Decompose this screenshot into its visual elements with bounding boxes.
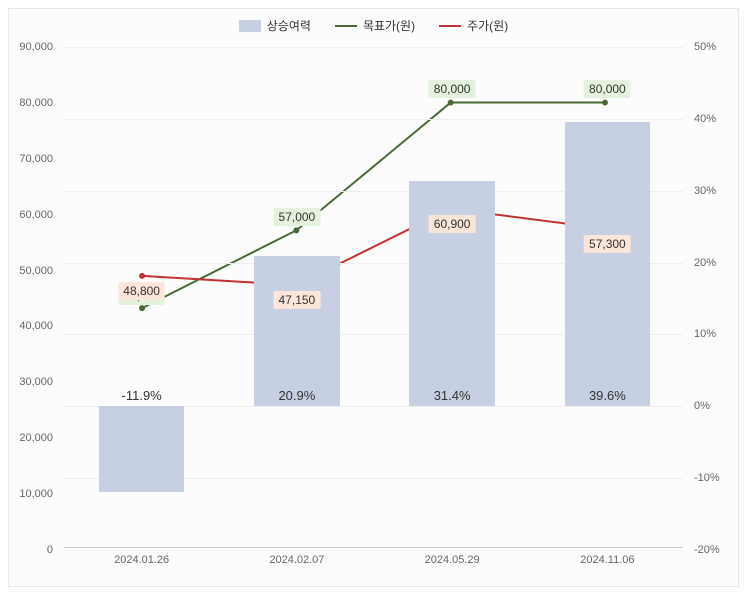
legend-label-stock: 주가(원) xyxy=(467,17,508,34)
y-left-tick: 50,000 xyxy=(9,265,59,277)
x-tick: 2024.11.06 xyxy=(580,554,634,566)
legend-item-bar: 상승여력 xyxy=(239,17,311,34)
y-left-tick: 30,000 xyxy=(9,376,59,388)
y-right-tick: 40% xyxy=(688,113,738,125)
stock-price-label: 57,300 xyxy=(584,235,631,253)
y-right-tick: 20% xyxy=(688,257,738,269)
y-left-tick: 80,000 xyxy=(9,97,59,109)
chart-point xyxy=(293,227,299,233)
x-tick: 2024.01.26 xyxy=(114,554,169,566)
bar-label: 31.4% xyxy=(434,388,471,403)
y-right-tick: 50% xyxy=(688,41,738,53)
chart-point xyxy=(448,100,454,106)
legend-swatch-line-stock xyxy=(439,25,461,27)
y-right-tick: -20% xyxy=(688,544,738,556)
stock-price-label: 47,150 xyxy=(274,291,321,309)
bar-label: 20.9% xyxy=(278,388,315,403)
legend-swatch-line-target xyxy=(335,25,357,27)
stock-price-label: 60,900 xyxy=(429,215,476,233)
y-left-tick: 90,000 xyxy=(9,41,59,53)
chart-line xyxy=(142,103,605,309)
plot-area: -11.9%20.9%31.4%39.6%43,00057,00080,0008… xyxy=(64,47,683,548)
legend-swatch-bar xyxy=(239,20,261,32)
target-price-label: 57,000 xyxy=(274,208,321,226)
y-left-tick: 60,000 xyxy=(9,209,59,221)
x-axis: 2024.01.26 2024.02.07 2024.05.29 2024.11.06 xyxy=(64,554,683,574)
target-price-label: 80,000 xyxy=(584,80,631,98)
chart-container: 상승여력 목표가(원) 주가(원) 0 10,000 20,000 30,000 40,… xyxy=(8,8,739,587)
chart-point xyxy=(139,273,145,279)
y-axis-left: 010,00020,00030,00040,00050,00060,00070,… xyxy=(9,47,59,548)
y-left-tick: 70,000 xyxy=(9,153,59,165)
y-left-tick: 40,000 xyxy=(9,320,59,332)
bar xyxy=(565,122,650,407)
chart-point xyxy=(139,305,145,311)
gridline xyxy=(64,119,683,120)
bar xyxy=(99,406,184,492)
stock-price-label: 48,800 xyxy=(118,282,165,300)
legend-item-target: 목표가(원) xyxy=(335,17,415,34)
gridline xyxy=(64,550,683,551)
legend-item-stock: 주가(원) xyxy=(439,17,508,34)
target-price-label: 80,000 xyxy=(429,80,476,98)
gridline xyxy=(64,47,683,48)
chart-point xyxy=(602,100,608,106)
y-right-tick: 0% xyxy=(688,400,738,412)
y-right-tick: -10% xyxy=(688,472,738,484)
bar xyxy=(254,256,339,406)
legend-label-target: 목표가(원) xyxy=(363,17,415,34)
y-left-tick: 10,000 xyxy=(9,488,59,500)
bar-label: -11.9% xyxy=(122,388,162,403)
x-tick: 2024.05.29 xyxy=(425,554,480,566)
bar-label: 39.6% xyxy=(589,388,626,403)
y-left-tick: 20,000 xyxy=(9,432,59,444)
legend-label-bar: 상승여력 xyxy=(267,17,311,34)
legend: 상승여력 목표가(원) 주가(원) xyxy=(9,9,738,40)
x-tick: 2024.02.07 xyxy=(269,554,324,566)
y-right-tick: 10% xyxy=(688,328,738,340)
y-axis-right: -20%-10%0%10%20%30%40%50% xyxy=(688,47,738,548)
y-left-tick: 0 xyxy=(9,544,59,556)
y-right-tick: 30% xyxy=(688,185,738,197)
